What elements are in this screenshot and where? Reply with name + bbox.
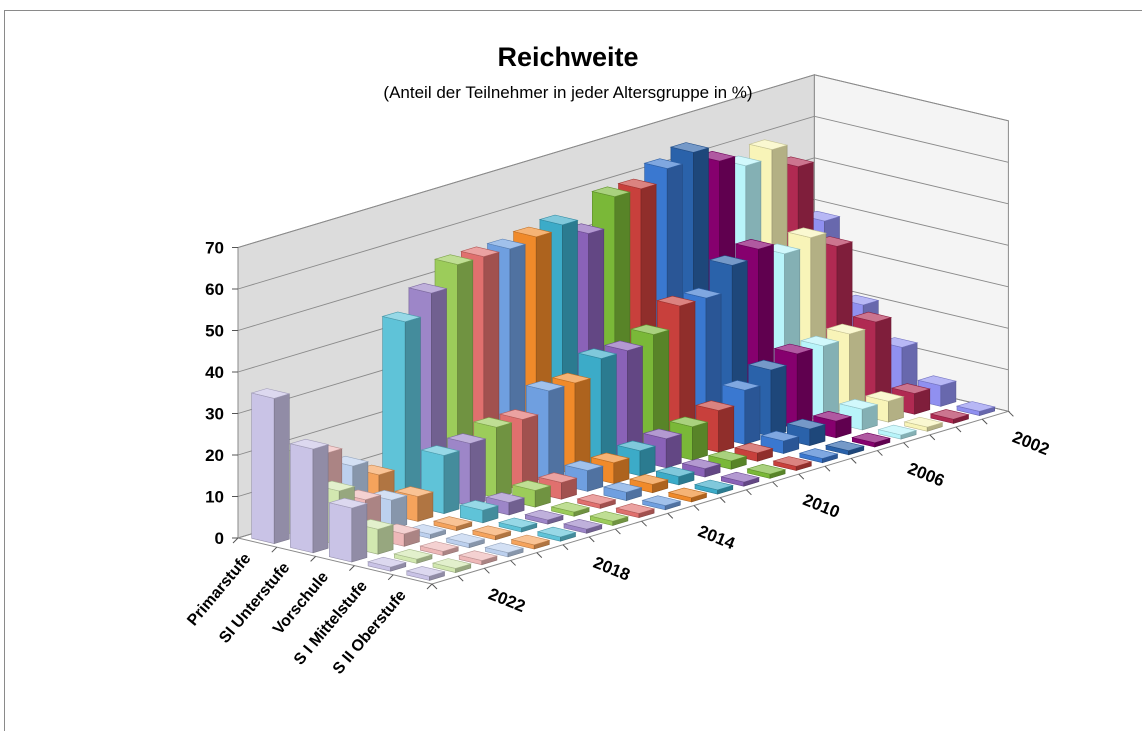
chart-title: Reichweite	[497, 42, 638, 72]
gridline	[237, 115, 1009, 290]
bar	[484, 542, 525, 558]
year-label: 2002	[1010, 427, 1052, 459]
year-tick-mark	[457, 575, 464, 582]
bar	[497, 517, 538, 533]
bar	[458, 550, 499, 566]
y-tick-label: 10	[205, 488, 224, 507]
chart-frame	[4, 10, 1142, 731]
year-label: 2022	[486, 584, 528, 616]
bar	[419, 541, 460, 556]
year-label: 2014	[695, 522, 738, 554]
year-tick-mark	[929, 434, 936, 441]
year-tick-mark	[431, 583, 438, 590]
y-tick-label: 60	[205, 280, 224, 299]
bar	[471, 525, 512, 541]
bar	[877, 424, 918, 440]
bar	[511, 480, 552, 508]
bar	[602, 482, 643, 502]
y-tick-label: 20	[205, 446, 224, 465]
bar	[536, 526, 577, 542]
category-tick-mark	[349, 565, 355, 571]
bar	[641, 495, 682, 511]
category-tick-mark	[232, 537, 239, 544]
gridline	[237, 157, 1009, 331]
category-tick-mark	[426, 583, 433, 590]
year-label: 2018	[591, 553, 633, 585]
bar	[667, 487, 708, 503]
bar	[681, 458, 722, 478]
year-tick-mark	[719, 497, 726, 504]
chart-subtitle: (Anteil der Teilnehmer in jeder Altersgr…	[383, 83, 752, 102]
bar	[289, 438, 330, 554]
bar	[576, 494, 617, 509]
bar	[432, 516, 473, 532]
bar	[929, 409, 970, 424]
bar	[707, 450, 748, 470]
year-tick-mark	[536, 552, 543, 558]
year-tick-mark	[877, 450, 883, 456]
bar	[431, 558, 472, 574]
bar	[955, 401, 996, 417]
year-tick-mark	[510, 560, 516, 566]
bar	[903, 416, 944, 432]
y-tick-label: 40	[205, 363, 224, 382]
y-tick-label: 0	[215, 529, 224, 548]
year-tick-mark	[850, 458, 857, 464]
bar	[459, 500, 500, 524]
bar	[250, 388, 291, 545]
bar	[328, 497, 369, 563]
year-label: 2010	[800, 490, 842, 522]
bar	[628, 474, 669, 494]
y-tick-label: 50	[205, 322, 224, 341]
year-tick-mark	[903, 442, 909, 449]
category-tick-mark	[271, 546, 278, 553]
year-tick-mark	[641, 520, 647, 527]
year-tick-mark	[798, 473, 805, 480]
bar	[405, 566, 446, 581]
year-tick-mark	[1008, 410, 1014, 417]
gridline	[237, 74, 1009, 248]
chart-bars	[250, 139, 996, 581]
bar	[524, 509, 565, 525]
year-tick-mark	[772, 481, 778, 488]
year-tick-mark	[562, 544, 569, 551]
year-tick-mark	[693, 505, 700, 511]
year-label: 2006	[905, 459, 947, 491]
bar	[393, 548, 434, 564]
bar	[655, 466, 696, 486]
bar	[772, 456, 813, 471]
year-tick-mark	[955, 426, 962, 433]
year-tick-mark	[746, 489, 752, 496]
bar	[851, 432, 892, 448]
bar	[589, 511, 630, 526]
bar	[562, 518, 603, 534]
y-axis-tick-labels: 0 10 20 30 40 50 60 70	[205, 239, 224, 549]
year-tick-mark	[981, 418, 988, 425]
category-tick-mark	[310, 556, 316, 562]
year-tick-mark	[824, 465, 831, 472]
y-tick-label: 30	[205, 405, 224, 424]
bar	[510, 534, 551, 550]
category-tick-mark	[387, 574, 394, 581]
year-tick-mark	[588, 536, 595, 543]
bar	[798, 448, 839, 464]
bar	[693, 479, 734, 495]
y-tick-label: 70	[205, 239, 224, 258]
year-tick-mark	[484, 567, 490, 574]
bar	[733, 442, 774, 462]
bar	[366, 556, 407, 572]
bar	[824, 440, 865, 456]
year-tick-mark	[615, 528, 621, 535]
bar	[720, 471, 761, 487]
bar	[746, 463, 787, 479]
year-tick-mark	[667, 512, 674, 519]
bar	[445, 533, 486, 549]
bar	[381, 311, 422, 505]
bar	[615, 503, 656, 519]
bar	[550, 501, 591, 517]
